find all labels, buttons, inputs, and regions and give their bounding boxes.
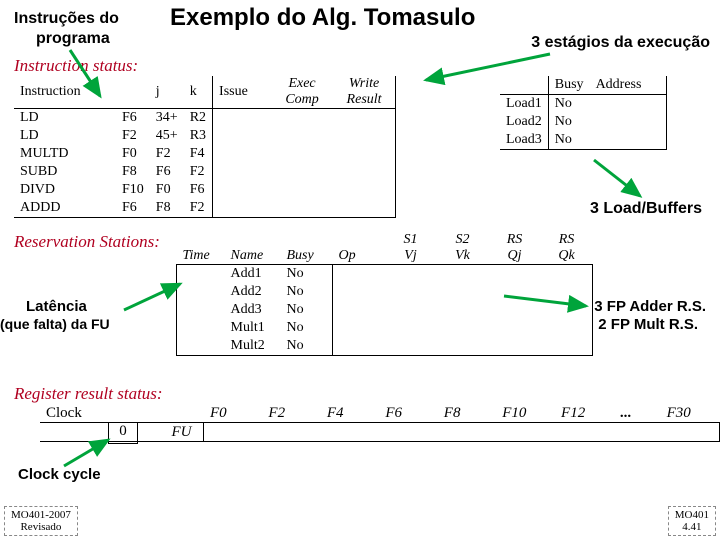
table-row: SUBDF8F6F2 (14, 163, 396, 181)
th-k: k (184, 76, 213, 109)
th-op: Op (333, 232, 385, 265)
slide-title: Exemplo do Alg. Tomasulo (170, 4, 475, 32)
th-j: j (150, 76, 184, 109)
label-fpadder: 3 FP Adder R.S. (594, 298, 706, 315)
th-write: WriteResult (333, 76, 396, 109)
table-row: Load1No (500, 95, 666, 114)
label-loadbuffers: 3 Load/Buffers (590, 200, 702, 218)
label-quefalta: (que falta) da FU (0, 316, 110, 332)
section-reserv: Reservation Stations: (14, 232, 160, 252)
load-buffer-table: Busy Address Load1No Load2No Load3No (500, 76, 667, 150)
table-row: MULTDF0F2F4 (14, 145, 396, 163)
th-instruction: Instruction (14, 76, 116, 109)
table-row: ADDDF6F8F2 (14, 199, 396, 218)
th-time: Time (177, 232, 225, 265)
footer-left: MO401-2007 Revisado (4, 506, 78, 536)
th-rsqj: RSQj (489, 232, 541, 265)
instruction-status-table: Instruction j k Issue ExecComp WriteResu… (14, 76, 396, 218)
table-row: Mult1No (177, 319, 593, 337)
register-result-table: Clock F0 F2 F4 F6 F8 F10 F12 ... F30 FU (40, 404, 720, 442)
arrow-loadbuffers (590, 156, 670, 206)
table-row: DIVDF10F0F6 (14, 181, 396, 199)
section-regresult: Register result status: (14, 384, 163, 404)
th-rsqk: RSQk (541, 232, 593, 265)
label-clockcycle: Clock cycle (18, 466, 101, 483)
th-issue: Issue (213, 76, 272, 109)
table-row: Add3No (177, 301, 593, 319)
th-clock: Clock (40, 404, 115, 423)
reservation-stations-table: Time Name Busy Op S1Vj S2Vk RSQj RSQk Ad… (176, 232, 593, 356)
th-s1vj: S1Vj (385, 232, 437, 265)
th-dest (116, 76, 150, 109)
label-estagios: 3 estágios da execução (531, 34, 710, 52)
table-row: Load3No (500, 131, 666, 150)
th-s2vk: S2Vk (437, 232, 489, 265)
label-instrucoes: Instruções do (14, 10, 119, 28)
th-address: Address (590, 76, 667, 95)
table-row: LDF634+R2 (14, 109, 396, 128)
table-row: LDF245+R3 (14, 127, 396, 145)
clock-value-box: 0 (108, 422, 138, 444)
section-instr-status: Instruction status: (14, 56, 138, 76)
table-row: Add1No (177, 265, 593, 284)
table-row: Mult2No (177, 337, 593, 356)
th-name: Name (225, 232, 281, 265)
footer-right: MO401 4.41 (668, 506, 716, 536)
label-fpmult: 2 FP Mult R.S. (598, 316, 698, 333)
clock-value: 0 (109, 423, 137, 440)
label-latencia: Latência (26, 298, 87, 315)
th-busy: Busy (548, 76, 589, 95)
th-exec: ExecComp (271, 76, 333, 109)
label-programa: programa (36, 30, 110, 48)
table-row: Load2No (500, 113, 666, 131)
th-busy: Busy (281, 232, 333, 265)
table-row: Add2No (177, 283, 593, 301)
